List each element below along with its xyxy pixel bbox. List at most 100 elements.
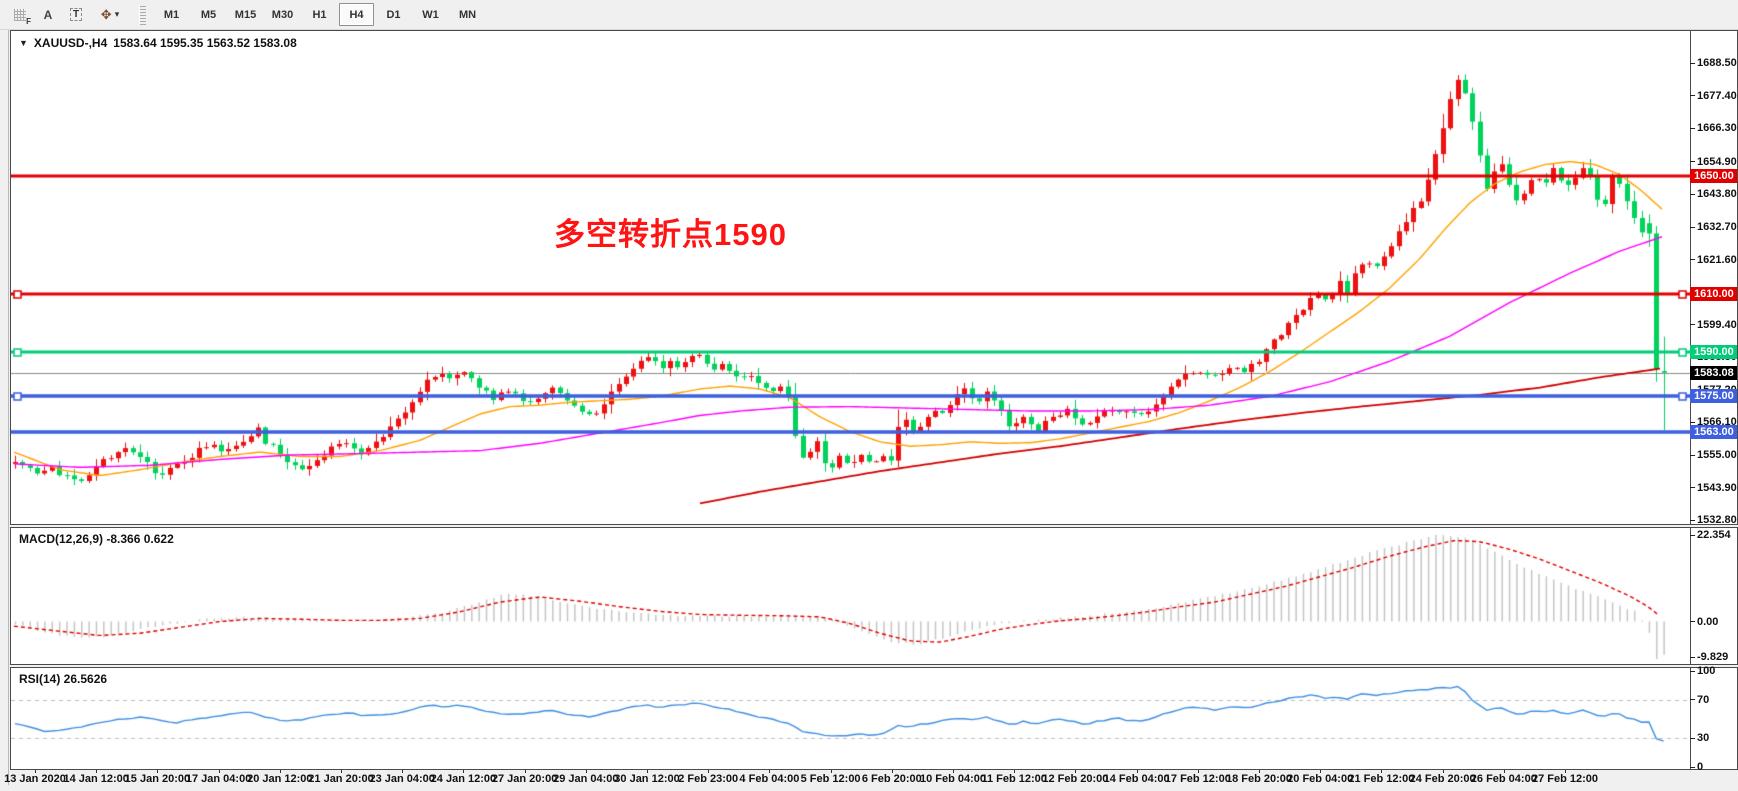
toolbar: F A T ✥ ▾ M1 M5 M15 M30 H1 H4 D1 W1 MN: [0, 0, 1738, 30]
time-tick-mark: [1197, 770, 1199, 773]
time-tick-mark: [524, 770, 526, 773]
macd-canvas[interactable]: [11, 528, 1690, 664]
time-tick-mark: [1320, 770, 1322, 773]
symbol-period-label: XAUUSD-,H4: [33, 36, 108, 50]
time-axis-label: 30 Jan 12:00: [614, 773, 680, 785]
rsi-panel: RSI(14) 26.5626 100 70 30 0: [10, 665, 1738, 773]
tf-button-W1[interactable]: W1: [422, 8, 439, 21]
time-axis-label: 15 Jan 20:00: [124, 773, 191, 785]
time-tick-mark: [708, 770, 710, 773]
timeframe-group: M1 M5 M15 M30 H1 H4 D1 W1 MN: [153, 0, 486, 29]
axis-tick-label: 1543.90: [1697, 481, 1737, 494]
time-tick-mark: [341, 770, 342, 773]
axis-tick-label: 1677.40: [1697, 89, 1737, 102]
macd-panel: MACD(12,26,9) -8.366 0.622 22.354 0.00 -9.…: [10, 527, 1738, 665]
axis-tick-mark: [1690, 95, 1695, 97]
macd-axis-border: [1690, 528, 1691, 664]
time-tick-mark: [1075, 770, 1077, 773]
price-badge-1563.00: 1563.00: [1690, 424, 1737, 439]
text-box-tool-button[interactable]: T: [63, 3, 89, 27]
tf-button-H1[interactable]: H1: [312, 8, 327, 21]
ohlc-values: 1583.64 1595.35 1563.52 1583.08: [113, 36, 297, 50]
time-axis-label: 21 Feb 12:00: [1348, 773, 1415, 785]
macd-label: MACD(12,26,9) -8.366 0.622: [19, 532, 174, 546]
axis-tick-label: 1643.80: [1697, 188, 1737, 201]
chevron-down-icon: ▾: [114, 9, 120, 19]
time-tick-mark: [769, 770, 771, 773]
axis-tick-mark: [1690, 259, 1695, 261]
time-tick-mark: [96, 770, 98, 773]
time-axis-label: 26 Feb 04:00: [1470, 773, 1537, 785]
time-axis[interactable]: 13 Jan 2020 14 Jan 12:00 15 Jan 20:00 17 Ja…: [4, 770, 1738, 787]
crosshair-grid-tool-button[interactable]: F: [7, 3, 33, 27]
tf-button-H4[interactable]: H4: [339, 3, 374, 26]
axis-tick-label: 1599.40: [1697, 318, 1737, 331]
axis-tick-mark: [1690, 699, 1695, 701]
axis-tick-label: 0: [1697, 761, 1704, 773]
price-chart-panel: ▼ XAUUSD-,H4 1583.64 1595.35 1563.52 158…: [10, 30, 1738, 527]
time-tick-mark: [647, 770, 648, 773]
time-axis-label: 21 Jan 20:00: [308, 773, 374, 785]
time-tick-mark: [402, 770, 404, 773]
time-tick-mark: [1136, 770, 1138, 773]
axis-tick-label: 1555.00: [1697, 449, 1737, 462]
tf-button-M1[interactable]: M1: [163, 8, 180, 21]
time-axis-label: 27 Feb 12:00: [1531, 773, 1599, 785]
time-tick-mark: [279, 770, 281, 773]
axis-tick-mark: [1690, 534, 1695, 536]
axis-tick-mark: [1690, 226, 1695, 228]
text-box-icon: T: [69, 8, 83, 21]
left-side-strip: [0, 30, 9, 785]
axis-tick-label: 0.00: [1697, 615, 1719, 628]
time-tick-mark: [463, 770, 465, 773]
time-axis-label: 29 Jan 04:00: [553, 773, 619, 785]
price-axis-border: [1690, 31, 1691, 524]
rsi-axis-border: [1690, 668, 1691, 769]
time-tick-mark: [1503, 770, 1505, 773]
text-label-tool-button[interactable]: A: [35, 3, 61, 27]
axis-tick-mark: [1690, 127, 1695, 129]
price-badge-1590.00: 1590.00: [1690, 345, 1737, 360]
time-axis-label: 24 Jan 12:00: [430, 773, 497, 785]
axis-tick-label: 1666.30: [1697, 122, 1737, 135]
axis-tick-mark: [1690, 766, 1695, 768]
tf-button-D1[interactable]: D1: [386, 8, 401, 21]
axis-tick-mark: [1690, 454, 1695, 456]
time-tick-mark: [953, 770, 954, 773]
chart-annotation-text[interactable]: 多空转折点1590: [554, 217, 787, 252]
grid-f-label: F: [26, 16, 31, 26]
axis-tick-mark: [1690, 62, 1695, 64]
rsi-canvas[interactable]: [11, 668, 1690, 769]
axis-tick-label: 1621.60: [1697, 253, 1737, 266]
tf-button-MN[interactable]: MN: [458, 8, 477, 21]
time-axis-label: 12 Feb 20:00: [1042, 773, 1109, 785]
time-axis-label: 17 Feb 12:00: [1164, 773, 1231, 785]
arrows-tool-button[interactable]: ✥ ▾: [91, 3, 129, 27]
axis-tick-mark: [1690, 737, 1695, 739]
price-badge-1650.00: 1650.00: [1690, 169, 1737, 184]
tf-button-M30[interactable]: M30: [271, 8, 294, 21]
time-tick-mark: [585, 770, 587, 773]
axis-tick-label: 1688.50: [1697, 57, 1737, 70]
time-axis-label: 5 Feb 12:00: [800, 773, 861, 785]
time-axis-label: 14 Jan 12:00: [63, 773, 129, 785]
time-tick-mark: [1259, 770, 1260, 773]
axis-tick-label: 70: [1697, 693, 1710, 706]
time-axis-label: 4 Feb 04:00: [739, 773, 800, 785]
symbol-dropdown-icon[interactable]: ▼: [19, 38, 28, 48]
price-chart-canvas[interactable]: [11, 31, 1690, 524]
axis-tick-mark: [1690, 670, 1695, 672]
time-axis-label: 2 Feb 23:00: [678, 773, 739, 785]
time-tick-mark: [157, 770, 159, 773]
time-tick-mark: [218, 770, 220, 773]
time-tick-mark: [35, 770, 36, 773]
time-axis-label: 6 Feb 20:00: [861, 773, 922, 785]
time-axis-label: 23 Jan 04:00: [369, 773, 435, 785]
axis-tick-label: 1532.80: [1697, 514, 1737, 527]
toolbar-drag-grip[interactable]: [139, 4, 146, 25]
time-tick-mark: [891, 770, 893, 773]
time-axis-label: 20 Jan 12:00: [247, 773, 313, 785]
tf-button-M15[interactable]: M15: [234, 8, 257, 21]
tf-button-M5[interactable]: M5: [200, 8, 217, 21]
time-axis-label: 18 Feb 20:00: [1225, 773, 1293, 785]
